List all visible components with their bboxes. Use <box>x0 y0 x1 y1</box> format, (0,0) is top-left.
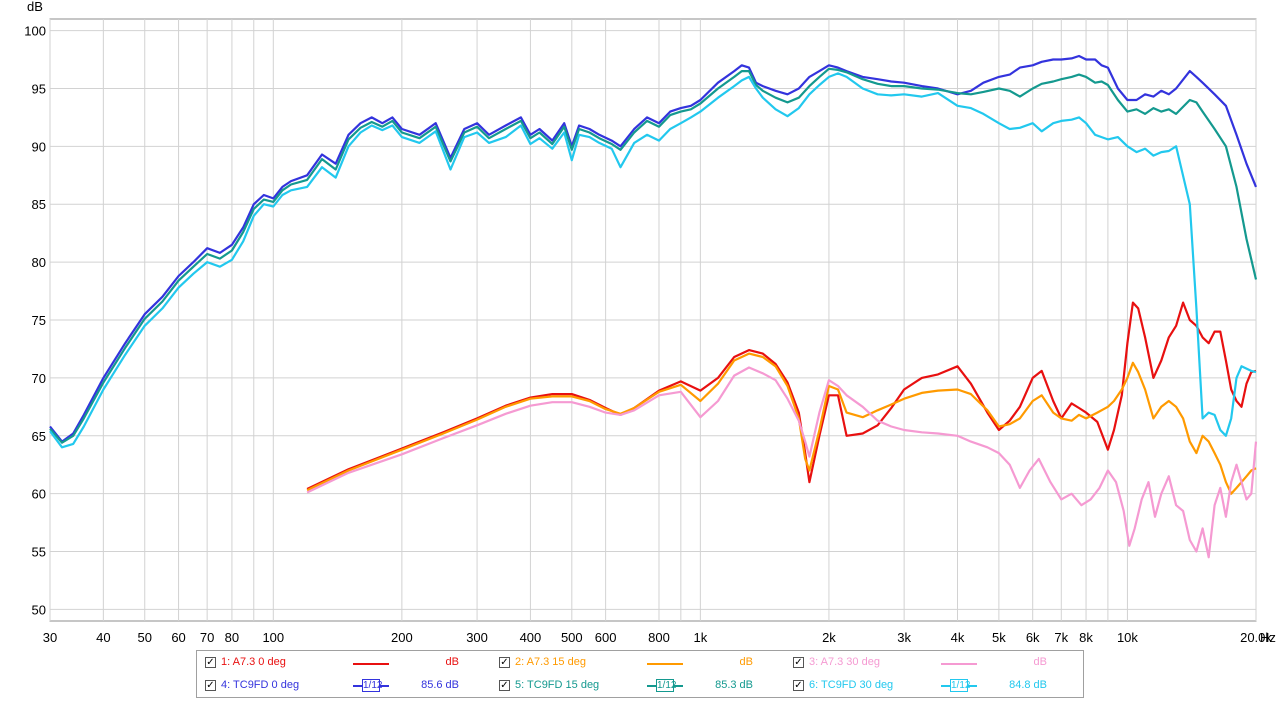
legend-item-tc9fd-30[interactable]: ✓ 6: TC9FD 30 deg 1/12 84.8 dB <box>785 676 1079 698</box>
x-tick-label: 60 <box>171 630 185 645</box>
x-tick-label: 300 <box>466 630 488 645</box>
grid <box>49 19 1257 621</box>
x-axis-unit-label: Hz <box>1260 630 1276 645</box>
x-tick-label: 70 <box>200 630 214 645</box>
checkbox[interactable]: ✓ <box>499 657 510 668</box>
y-tick-label: 85 <box>32 197 46 212</box>
smoothing-label: 1/12 <box>950 679 971 692</box>
line-swatch <box>941 663 977 665</box>
checkbox[interactable]: ✓ <box>205 657 216 668</box>
line-swatch <box>647 663 683 665</box>
x-tick-label: 800 <box>648 630 670 645</box>
y-tick-label: 70 <box>32 371 46 386</box>
x-tick-label: 3k <box>897 630 911 645</box>
legend-label: 4: TC9FD 0 deg <box>221 679 300 691</box>
checkbox[interactable]: ✓ <box>793 657 804 668</box>
x-tick-label: 7k <box>1054 630 1068 645</box>
legend-label: 2: A7.3 15 deg <box>515 656 586 668</box>
legend-label: 3: A7.3 30 deg <box>809 656 880 668</box>
x-tick-label: 200 <box>391 630 413 645</box>
x-tick-label: 6k <box>1026 630 1040 645</box>
y-tick-label: 80 <box>32 255 46 270</box>
x-tick-label: 20.0k <box>1240 630 1272 645</box>
legend-label: 1: A7.3 0 deg <box>221 656 286 668</box>
line-swatch <box>353 663 389 665</box>
x-tick-label: 30 <box>43 630 57 645</box>
y-tick-label: 60 <box>32 487 46 502</box>
x-tick-label: 80 <box>225 630 239 645</box>
series-line-6 <box>49 72 1257 449</box>
legend-label: 6: TC9FD 30 deg <box>809 679 894 691</box>
x-tick-label: 8k <box>1079 630 1093 645</box>
legend-value: 85.3 dB <box>715 679 753 691</box>
legend-row-2: ✓ 4: TC9FD 0 deg 1/12 85.6 dB ✓ 5: TC9FD… <box>197 676 1083 698</box>
x-tick-label: 4k <box>951 630 965 645</box>
x-tick-label: 500 <box>561 630 583 645</box>
series-layer <box>49 54 1258 559</box>
checkbox[interactable]: ✓ <box>205 680 216 691</box>
legend-value: dB <box>445 656 459 668</box>
x-tick-label: 400 <box>520 630 542 645</box>
legend-item-a73-15[interactable]: ✓ 2: A7.3 15 deg dB <box>491 653 785 675</box>
series-line-2 <box>306 352 1257 495</box>
x-tick-label: 1k <box>694 630 708 645</box>
legend-label: 5: TC9FD 15 deg <box>515 679 600 691</box>
y-tick-label: 50 <box>32 602 46 617</box>
legend: ✓ 1: A7.3 0 deg dB ✓ 2: A7.3 15 deg dB ✓… <box>196 650 1084 698</box>
x-tick-label: 2k <box>822 630 836 645</box>
x-tick-label: 50 <box>138 630 152 645</box>
series-line-4 <box>49 54 1258 443</box>
y-tick-label: 75 <box>32 313 46 328</box>
y-tick-label: 65 <box>32 429 46 444</box>
y-tick-label: 100 <box>24 24 46 39</box>
smoothing-label: 1/12 <box>362 679 383 692</box>
x-tick-label: 100 <box>262 630 284 645</box>
checkbox[interactable]: ✓ <box>793 680 804 691</box>
legend-row-1: ✓ 1: A7.3 0 deg dB ✓ 2: A7.3 15 deg dB ✓… <box>197 653 1083 675</box>
smoothing-label: 1/12 <box>656 679 677 692</box>
legend-item-tc9fd-15[interactable]: ✓ 5: TC9FD 15 deg 1/12 85.3 dB <box>491 676 785 698</box>
frequency-response-chart: 50 55 60 65 70 75 80 85 90 95 100 30 40 50 60 70 80 100 20… <box>24 0 1276 645</box>
x-tick-label: 5k <box>992 630 1006 645</box>
legend-value: 84.8 dB <box>1009 679 1047 691</box>
legend-item-a73-0[interactable]: ✓ 1: A7.3 0 deg dB <box>197 653 491 675</box>
y-tick-label: 55 <box>32 545 46 560</box>
smoothing-swatch: 1/12 <box>941 679 977 693</box>
legend-item-a73-30[interactable]: ✓ 3: A7.3 30 deg dB <box>785 653 1079 675</box>
x-tick-label: 600 <box>595 630 617 645</box>
x-tick-label: 10k <box>1117 630 1138 645</box>
y-axis-unit-label: dB <box>27 0 43 14</box>
x-tick-label: 40 <box>96 630 110 645</box>
checkbox[interactable]: ✓ <box>499 680 510 691</box>
legend-item-tc9fd-0[interactable]: ✓ 4: TC9FD 0 deg 1/12 85.6 dB <box>197 676 491 698</box>
legend-value: dB <box>739 656 753 668</box>
series-line-3 <box>306 366 1258 559</box>
smoothing-swatch: 1/12 <box>647 679 683 693</box>
smoothing-swatch: 1/12 <box>353 679 389 693</box>
y-tick-label: 90 <box>32 139 46 154</box>
axis-labels: 50 55 60 65 70 75 80 85 90 95 100 30 40 50 60 70 80 100 20… <box>24 24 1272 645</box>
legend-value: 85.6 dB <box>421 679 459 691</box>
y-tick-label: 95 <box>32 81 46 96</box>
legend-value: dB <box>1033 656 1047 668</box>
series-line-5 <box>49 67 1258 444</box>
